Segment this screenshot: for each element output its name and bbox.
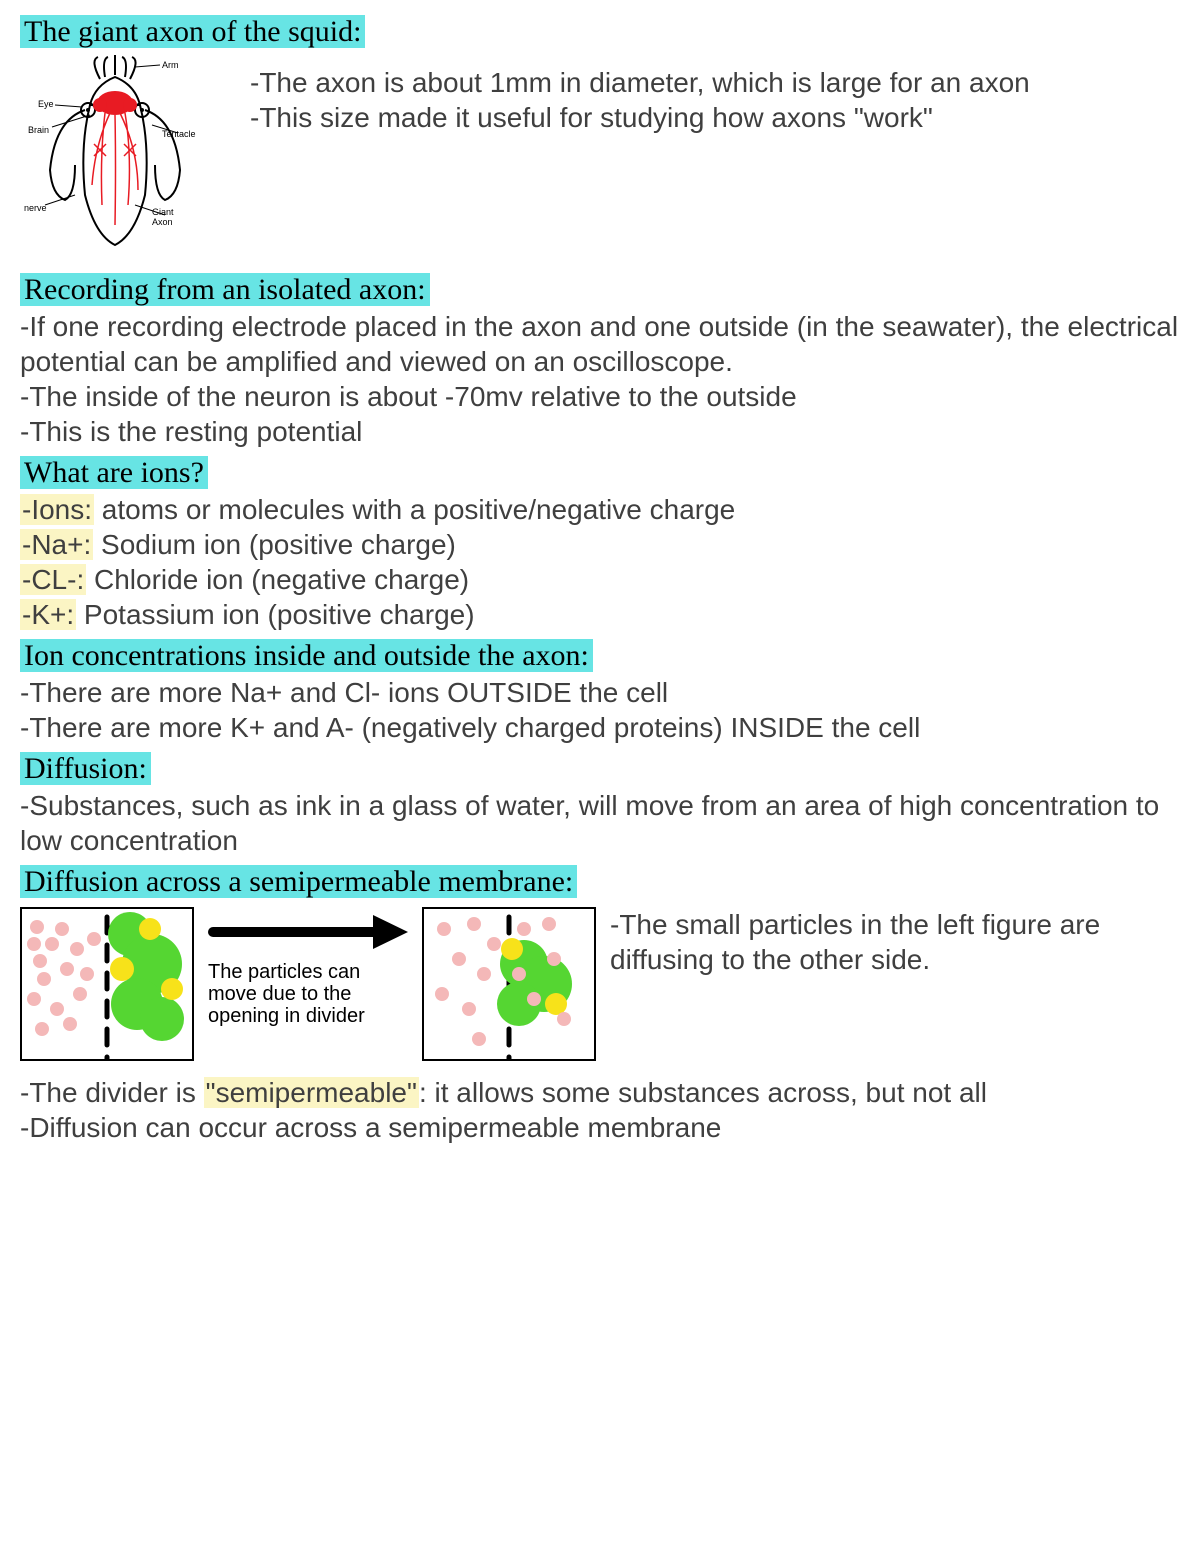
label-arm: Arm [162, 60, 179, 70]
s1-line2: -This size made it useful for studying h… [250, 100, 1030, 135]
section-recording: Recording from an isolated axon: -If one… [20, 270, 1180, 449]
arrow-caption: The particles can move due to the openin… [208, 961, 408, 1027]
heading-semipermeable: Diffusion across a semipermeable membran… [20, 865, 577, 898]
svg-text:Axon: Axon [152, 217, 173, 227]
s6-bottom1: -The divider is "semipermeable": it allo… [20, 1075, 1180, 1110]
s4-line2: -There are more K+ and A- (negatively ch… [20, 710, 1180, 745]
s6-bottom1a: -The divider is [20, 1077, 204, 1108]
s2-line2: -The inside of the neuron is about -70mv… [20, 379, 1180, 414]
section-diffusion: Diffusion: -Substances, such as ink in a… [20, 749, 1180, 858]
term-semipermeable: "semipermeable" [204, 1077, 419, 1108]
heading-recording: Recording from an isolated axon: [20, 273, 430, 306]
term-na: -Na+: [20, 529, 93, 560]
heading-diffusion: Diffusion: [20, 752, 151, 785]
ion-line-na: -Na+: Sodium ion (positive charge) [20, 527, 1180, 562]
term-ions: -Ions: [20, 494, 94, 525]
label-giant-axon: Giant [152, 207, 174, 217]
heading-concentrations: Ion concentrations inside and outside th… [20, 639, 593, 672]
s4-line1: -There are more Na+ and Cl- ions OUTSIDE… [20, 675, 1180, 710]
heading-giant-axon: The giant axon of the squid: [20, 15, 365, 48]
def-k: Potassium ion (positive charge) [76, 599, 474, 630]
membrane-arrow-block: The particles can move due to the openin… [208, 907, 408, 1027]
s2-line3: -This is the resting potential [20, 414, 1180, 449]
ion-line-k: -K+: Potassium ion (positive charge) [20, 597, 1180, 632]
membrane-diagram-left [20, 907, 194, 1061]
label-nerve: nerve [24, 203, 47, 213]
membrane-side-text: -The small particles in the left figure … [610, 907, 1180, 977]
label-tentacle: Tentacle [162, 129, 196, 139]
label-brain: Brain [28, 125, 49, 135]
s6-bottom2: -Diffusion can occur across a semipermea… [20, 1110, 1180, 1145]
ion-line-cl: -CL-: Chloride ion (negative charge) [20, 562, 1180, 597]
section-semipermeable: Diffusion across a semipermeable membran… [20, 862, 1180, 1145]
label-eye: Eye [38, 99, 54, 109]
squid-diagram: Arm Eye Brain Tentacle nerve Giant Axon [20, 55, 210, 260]
def-ions: atoms or molecules with a positive/negat… [94, 494, 735, 525]
s5-line1: -Substances, such as ink in a glass of w… [20, 788, 1180, 858]
s1-line1: -The axon is about 1mm in diameter, whic… [250, 65, 1030, 100]
s2-line1: -If one recording electrode placed in th… [20, 309, 1180, 379]
membrane-diagram-right [422, 907, 596, 1061]
arrow-right-icon [208, 907, 408, 957]
section1-body: -The axon is about 1mm in diameter, whic… [250, 55, 1030, 135]
def-na: Sodium ion (positive charge) [93, 529, 456, 560]
section-giant-axon: The giant axon of the squid: [20, 12, 1180, 260]
s6-bottom1b: : it allows some substances across, but … [419, 1077, 987, 1108]
term-cl: -CL-: [20, 564, 86, 595]
ion-line-ions: -Ions: atoms or molecules with a positiv… [20, 492, 1180, 527]
def-cl: Chloride ion (negative charge) [86, 564, 469, 595]
term-k: -K+: [20, 599, 76, 630]
section-concentrations: Ion concentrations inside and outside th… [20, 636, 1180, 745]
heading-ions: What are ions? [20, 456, 208, 489]
section-ions: What are ions? -Ions: atoms or molecules… [20, 453, 1180, 632]
